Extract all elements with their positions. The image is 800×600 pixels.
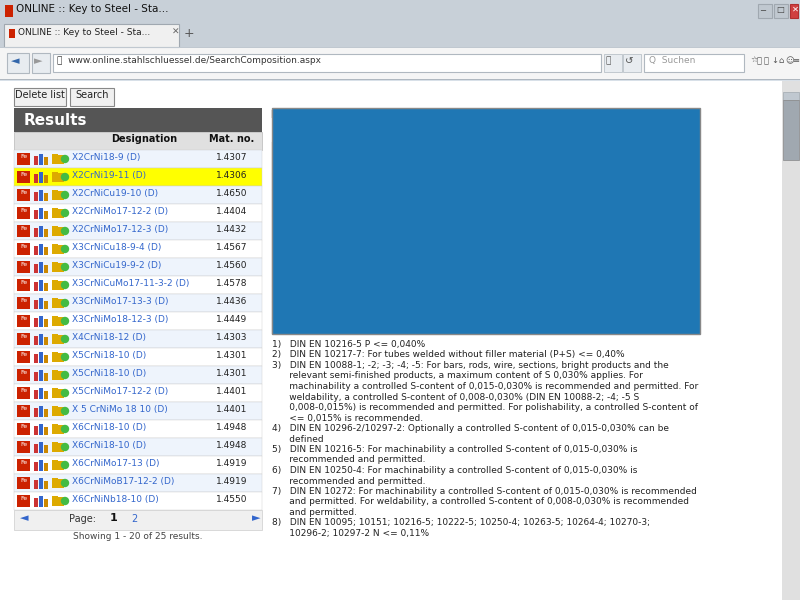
Bar xyxy=(314,216,315,286)
Bar xyxy=(52,424,58,427)
Bar xyxy=(44,229,48,237)
Text: 17.50: 17.50 xyxy=(326,289,354,299)
Bar xyxy=(314,108,315,126)
Bar xyxy=(272,142,700,158)
Circle shape xyxy=(62,461,69,469)
Bar xyxy=(34,426,38,435)
Text: X5CrNiMo17-12-2 (D): X5CrNiMo17-12-2 (D) xyxy=(72,387,168,396)
Text: 1.00: 1.00 xyxy=(530,161,550,171)
Bar xyxy=(34,390,38,399)
Text: X6CrNi18-10 (D): X6CrNi18-10 (D) xyxy=(72,423,146,432)
Bar xyxy=(39,496,43,507)
Bar xyxy=(39,460,43,471)
Bar xyxy=(52,335,64,344)
Bar xyxy=(39,352,43,363)
Text: 5)   DIN EN 10216-5: For machinability a controlled S-content of 0,015-0,030% is: 5) DIN EN 10216-5: For machinability a c… xyxy=(272,445,638,454)
Bar xyxy=(39,226,43,237)
Text: 1.4303: 1.4303 xyxy=(216,333,248,342)
Text: 1.4436: 1.4436 xyxy=(216,297,248,306)
Text: ◄: ◄ xyxy=(11,56,19,66)
Text: Search: Search xyxy=(75,90,109,100)
Bar xyxy=(17,189,30,201)
Bar xyxy=(314,158,315,174)
Bar xyxy=(272,108,700,126)
Text: 0.00: 0.00 xyxy=(330,145,350,155)
Bar xyxy=(44,193,48,201)
Bar xyxy=(44,355,48,363)
Text: P: P xyxy=(276,198,283,208)
Bar xyxy=(39,478,43,489)
Bar xyxy=(34,174,38,183)
Bar xyxy=(17,225,30,237)
Bar xyxy=(14,150,262,168)
Bar xyxy=(52,461,64,470)
Bar xyxy=(52,406,58,409)
Text: 1.4301: 1.4301 xyxy=(216,351,248,360)
Bar xyxy=(14,258,262,276)
Text: 0: 0 xyxy=(673,198,679,208)
Text: recommended and permitted.: recommended and permitted. xyxy=(272,455,426,464)
Bar xyxy=(0,22,800,47)
Text: 1)
2): 1) 2) xyxy=(569,194,578,215)
Bar xyxy=(17,207,30,219)
Text: ►: ► xyxy=(252,513,261,523)
Text: 1.4449: 1.4449 xyxy=(216,315,248,324)
Text: 0.00: 0.00 xyxy=(478,161,498,171)
Bar xyxy=(44,265,48,273)
Bar xyxy=(17,387,30,399)
Bar xyxy=(39,244,43,255)
Text: X2CrNi18-9 (D): X2CrNi18-9 (D) xyxy=(72,153,140,162)
Text: X2CrNiMo17-12-2 (D): X2CrNiMo17-12-2 (D) xyxy=(72,207,168,216)
Bar xyxy=(52,173,64,182)
Circle shape xyxy=(62,497,69,505)
Text: X6CrNiMoB17-12-2 (D): X6CrNiMoB17-12-2 (D) xyxy=(72,477,174,486)
Text: Fe: Fe xyxy=(20,262,27,266)
Bar xyxy=(52,226,58,229)
Text: 4)   DIN EN 10296-2/10297-2: Optionally a controlled S-content of 0,015-0,030% c: 4) DIN EN 10296-2/10297-2: Optionally a … xyxy=(272,424,669,433)
Bar xyxy=(5,5,13,17)
Circle shape xyxy=(62,479,69,487)
Bar xyxy=(14,132,262,150)
Text: 3)   DIN EN 10088-1; -2; -3; -4; -5: For bars, rods, wire, sections, bright prod: 3) DIN EN 10088-1; -2; -3; -4; -5: For b… xyxy=(272,361,669,370)
Text: 1.4919: 1.4919 xyxy=(216,477,248,486)
Text: ONLINE :: Key to Steel - Sta...: ONLINE :: Key to Steel - Sta... xyxy=(18,28,150,37)
Bar xyxy=(17,459,30,471)
Bar xyxy=(44,445,48,453)
Bar xyxy=(604,190,605,216)
Text: ONLINE :: Key to Steel - Sta...: ONLINE :: Key to Steel - Sta... xyxy=(16,4,169,14)
Text: ✕: ✕ xyxy=(172,28,179,37)
Text: Fe: Fe xyxy=(20,442,27,446)
Text: 1.4301: 1.4301 xyxy=(216,369,248,378)
Bar xyxy=(314,318,315,334)
Text: X6CrNi18-10 (D): X6CrNi18-10 (D) xyxy=(72,441,146,450)
Circle shape xyxy=(62,335,69,343)
Bar xyxy=(52,208,58,211)
Text: Mn: Mn xyxy=(276,177,293,187)
Text: Fe: Fe xyxy=(20,154,27,158)
Bar xyxy=(44,301,48,309)
Bar xyxy=(52,334,58,337)
Bar xyxy=(52,460,58,463)
Circle shape xyxy=(62,155,69,163)
Bar xyxy=(0,79,800,80)
Bar xyxy=(52,155,64,164)
Bar xyxy=(34,354,38,363)
Text: 0: 0 xyxy=(625,305,631,315)
Bar xyxy=(604,54,622,72)
Bar xyxy=(39,370,43,381)
Bar xyxy=(44,427,48,435)
Text: Fe: Fe xyxy=(20,460,27,464)
Text: 1.4567: 1.4567 xyxy=(216,243,248,252)
Bar xyxy=(34,444,38,453)
Bar xyxy=(52,370,58,373)
Bar xyxy=(17,441,30,453)
Circle shape xyxy=(62,173,69,181)
Bar xyxy=(0,47,800,79)
Text: max. %: max. % xyxy=(522,128,558,137)
Text: ─: ─ xyxy=(760,5,765,14)
Text: ☺: ☺ xyxy=(785,56,794,65)
Text: 0.000: 0.000 xyxy=(326,305,354,315)
Bar xyxy=(44,463,48,471)
Bar xyxy=(14,402,262,420)
Bar xyxy=(34,300,38,309)
